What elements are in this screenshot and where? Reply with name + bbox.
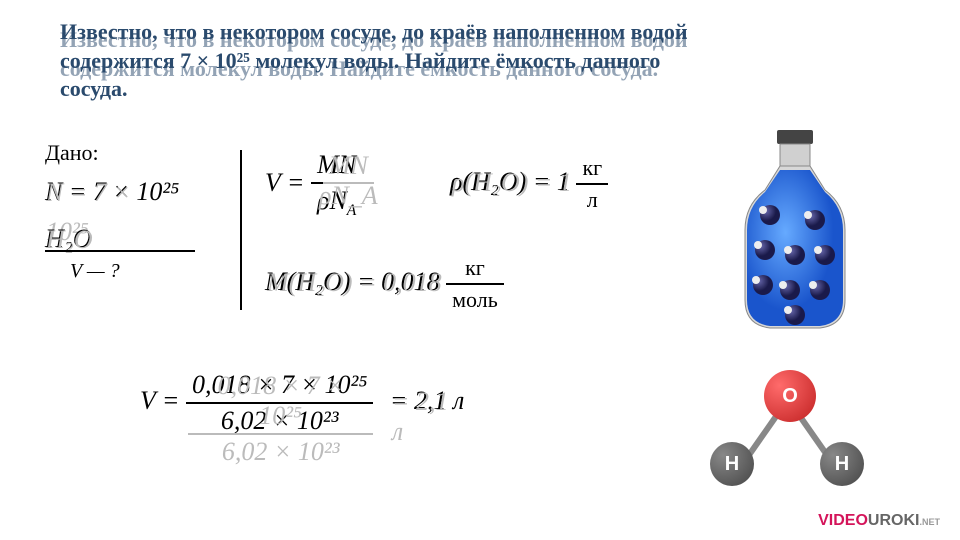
- molar-mass-unit-bottom: моль: [446, 285, 504, 313]
- oxygen-label: O: [782, 385, 798, 408]
- density-shadow: ρ(H₂O) = 1: [452, 168, 572, 198]
- bond-1: [746, 413, 780, 457]
- calc-lhs: V =: [140, 386, 179, 415]
- molar-mass-unit-top: кг: [446, 255, 504, 285]
- density-formula: ρ(H₂O) = 1 ρ(H₂O) = 1 кг л: [450, 155, 608, 213]
- water-molecule-diagram: O H H: [710, 370, 870, 500]
- given-substance-shadow: H₂O: [46, 220, 93, 259]
- hydrogen-label-1: H: [725, 453, 739, 476]
- calc-result-shadow: = 2,1 л: [392, 387, 464, 447]
- hydrogen-atom-2: H: [820, 442, 864, 486]
- volume-lhs: V =: [265, 168, 304, 197]
- bottle-illustration: [725, 130, 865, 330]
- volume-formula: V = MN ρN_A MN ρNA: [265, 150, 362, 220]
- density-unit-top: кг: [576, 155, 608, 185]
- volume-den-shadow: ρN_A: [313, 179, 384, 210]
- hydrogen-label-2: H: [835, 453, 849, 476]
- calc-num-shadow: 0,018 × 7 × 10²⁵: [188, 371, 373, 435]
- calculation-formula: V = 0,018 × 7 × 10²⁵ 6,02 × 10²³ 0,018 ×…: [140, 370, 464, 436]
- molar-mass-formula: M(H₂O) = 0,018 M(H₂O) = 0,018 кг моль: [265, 255, 504, 313]
- problem-shadow-line1: Известно, что в некотором сосуде, до кра…: [60, 27, 688, 52]
- watermark-part2: UROKI: [868, 512, 920, 529]
- solution-divider: [240, 150, 242, 310]
- find-section: V — ?: [70, 260, 120, 283]
- hydrogen-atom-1: H: [710, 442, 754, 486]
- calc-den-shadow: 6,02 × 10²³: [188, 435, 373, 467]
- given-section: Дано: N = 7 × 10²⁵ N = 7 × 10²⁵ H₂O H₂O: [45, 140, 179, 258]
- given-divider: [45, 250, 195, 252]
- oxygen-atom: O: [764, 370, 816, 422]
- watermark-part1: VIDEO: [818, 512, 868, 529]
- problem-shadow-line2: содержится молекул воды. Найдите ёмкость…: [60, 56, 658, 81]
- problem-statement: Известно, что в некотором сосуде, до кра…: [60, 18, 900, 104]
- molar-mass-shadow: M(H₂O) = 0,018: [267, 268, 442, 298]
- given-label: Дано:: [45, 140, 179, 166]
- watermark-suffix: .NET: [919, 517, 940, 527]
- density-unit-bottom: л: [576, 185, 608, 213]
- watermark: VIDEOUROKI.NET: [818, 512, 940, 530]
